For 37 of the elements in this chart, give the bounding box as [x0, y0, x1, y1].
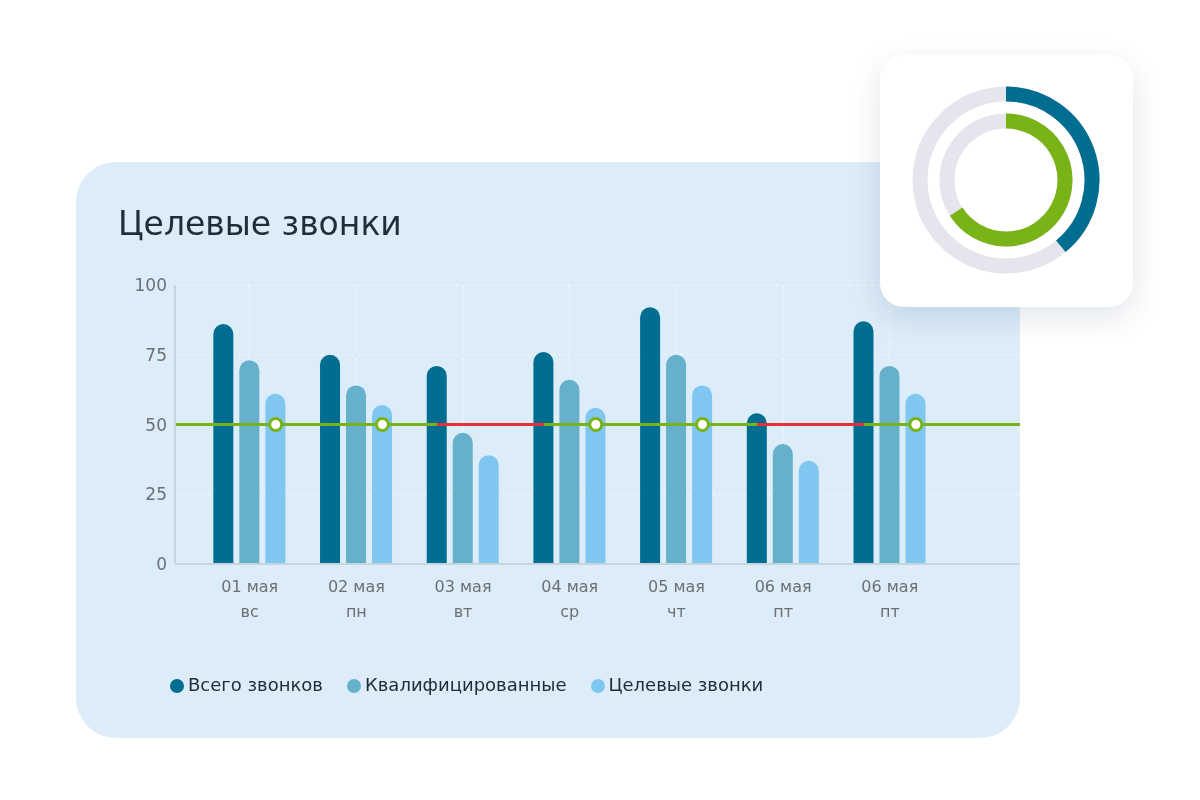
bar — [905, 393, 926, 564]
y-tick-label: 0 — [156, 554, 167, 575]
bar — [666, 354, 687, 564]
bar — [213, 324, 234, 564]
bar — [478, 455, 499, 564]
bar — [692, 385, 713, 564]
x-tick-label: 04 мая ср — [541, 577, 599, 621]
bar — [533, 351, 554, 564]
bar — [798, 460, 819, 564]
bar — [879, 365, 900, 564]
bar — [346, 385, 367, 564]
y-tick-label: 50 — [145, 414, 167, 435]
legend-label: Целевые звонки — [608, 674, 764, 695]
y-tick-label: 75 — [145, 344, 167, 365]
bar — [585, 407, 606, 564]
x-tick-label: 03 мая вт — [434, 577, 492, 621]
bar — [559, 379, 580, 564]
bar — [640, 307, 661, 564]
bar — [772, 444, 793, 564]
y-tick-label: 100 — [134, 275, 167, 296]
bar — [372, 404, 393, 564]
bar — [426, 365, 447, 564]
bar — [853, 321, 874, 564]
bar — [239, 360, 260, 564]
y-tick-label: 25 — [145, 484, 167, 505]
legend-label: Квалифицированные — [364, 674, 567, 695]
bar — [265, 393, 286, 564]
x-tick-label: 06 мая пт — [861, 577, 919, 621]
bar — [746, 413, 767, 564]
x-tick-label: 05 мая чт — [647, 577, 705, 621]
bar — [452, 432, 473, 564]
chart-title: Целевые звонки — [118, 204, 402, 243]
x-tick-label: 01 мая вс — [221, 577, 279, 621]
legend-label: Всего звонков — [188, 674, 323, 695]
x-tick-label: 06 мая пт — [754, 577, 812, 621]
x-tick-label: 02 мая пн — [327, 577, 385, 621]
bar — [320, 354, 341, 564]
